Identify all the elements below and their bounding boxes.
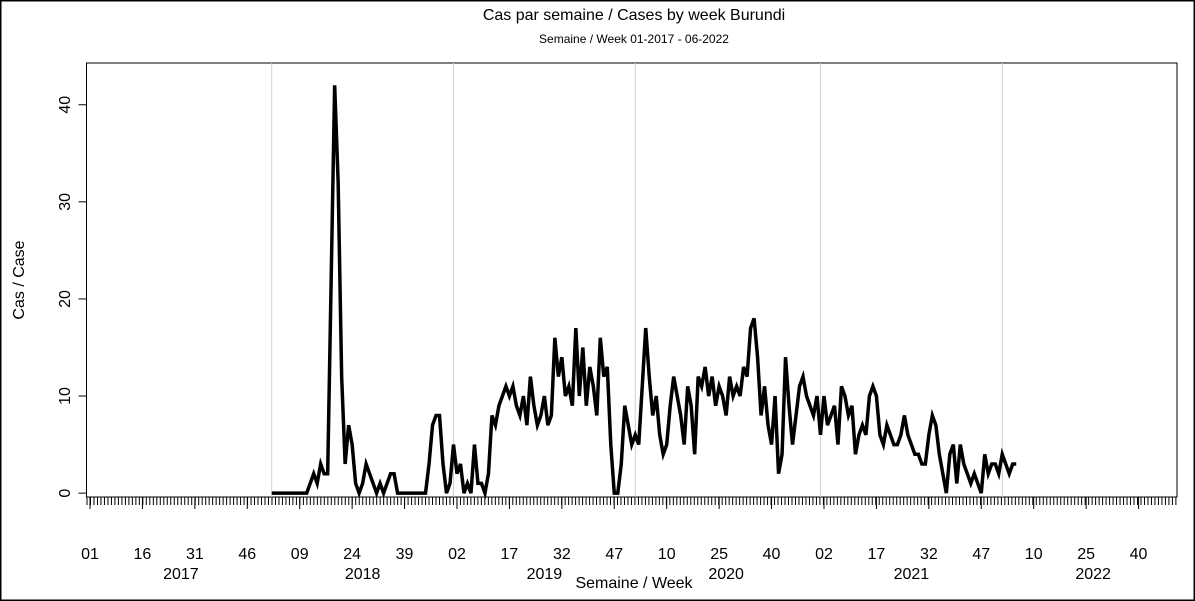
x-tick-label: 40 — [1130, 546, 1148, 563]
x-tick-label: 47 — [972, 546, 990, 563]
x-tick-label: 16 — [134, 546, 152, 563]
x-tick-label: 10 — [1025, 546, 1043, 563]
y-tick-label: 30 — [57, 193, 74, 211]
x-tick-label: 25 — [1077, 546, 1095, 563]
year-label: 2019 — [527, 566, 563, 583]
series-line — [271, 85, 1017, 500]
y-tick-label: 0 — [57, 489, 74, 498]
x-tick-label: 46 — [238, 546, 256, 563]
x-tick-label: 24 — [343, 546, 361, 563]
x-tick-label: 17 — [868, 546, 886, 563]
x-tick-label: 32 — [553, 546, 571, 563]
y-axis-label: Cas / Case — [11, 240, 28, 319]
x-tick-label: 02 — [815, 546, 833, 563]
year-label: 2022 — [1075, 566, 1111, 583]
chart-title: Cas par semaine / Cases by week Burundi — [483, 7, 785, 24]
x-tick-label: 39 — [396, 546, 414, 563]
x-tick-label: 47 — [605, 546, 623, 563]
x-tick-label: 31 — [186, 546, 204, 563]
x-tick-label: 09 — [291, 546, 309, 563]
x-tick-label: 40 — [763, 546, 781, 563]
x-axis-label: Semaine / Week — [575, 575, 693, 592]
x-tick-label: 32 — [920, 546, 938, 563]
y-tick-label: 10 — [57, 387, 74, 405]
year-label: 2021 — [894, 566, 930, 583]
year-label: 2020 — [708, 566, 744, 583]
x-tick-label: 25 — [710, 546, 728, 563]
year-label: 2017 — [163, 566, 199, 583]
x-tick-label: 10 — [658, 546, 676, 563]
x-tick-label: 02 — [448, 546, 466, 563]
x-tick-label: 17 — [501, 546, 519, 563]
y-tick-label: 40 — [57, 96, 74, 114]
y-tick-label: 20 — [57, 290, 74, 308]
year-label: 2018 — [345, 566, 381, 583]
week-ticks — [86, 497, 1177, 505]
chart-subtitle: Semaine / Week 01-2017 - 06-2022 — [539, 32, 729, 46]
x-tick-label: 01 — [81, 546, 99, 563]
